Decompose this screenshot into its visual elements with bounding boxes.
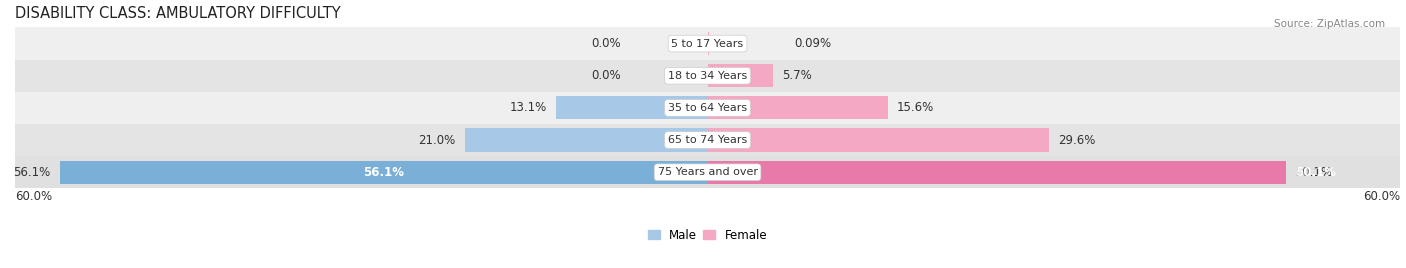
Text: 50.1%: 50.1% <box>1295 166 1333 179</box>
Bar <box>14 92 1400 124</box>
Text: DISABILITY CLASS: AMBULATORY DIFFICULTY: DISABILITY CLASS: AMBULATORY DIFFICULTY <box>14 6 340 21</box>
Text: 0.0%: 0.0% <box>592 37 621 50</box>
Text: 75 Years and over: 75 Years and over <box>658 167 758 177</box>
Text: 21.0%: 21.0% <box>419 133 456 147</box>
Bar <box>707 64 773 87</box>
Text: 5 to 17 Years: 5 to 17 Years <box>672 39 744 49</box>
Text: Source: ZipAtlas.com: Source: ZipAtlas.com <box>1274 19 1385 29</box>
Text: 0.09%: 0.09% <box>794 37 831 50</box>
Bar <box>465 128 707 152</box>
Text: 5.7%: 5.7% <box>783 69 813 82</box>
Text: 35 to 64 Years: 35 to 64 Years <box>668 103 747 113</box>
Bar <box>59 161 707 184</box>
Text: 29.6%: 29.6% <box>1059 133 1097 147</box>
Text: 56.1%: 56.1% <box>363 166 404 179</box>
Legend: Male, Female: Male, Female <box>644 224 772 246</box>
Text: 0.0%: 0.0% <box>592 69 621 82</box>
Text: 56.1%: 56.1% <box>13 166 51 179</box>
Bar <box>707 161 1286 184</box>
Bar <box>707 96 887 120</box>
Bar <box>14 60 1400 92</box>
Text: 65 to 74 Years: 65 to 74 Years <box>668 135 747 145</box>
Text: 50.1%: 50.1% <box>1295 166 1336 179</box>
Bar <box>14 124 1400 156</box>
Bar <box>557 96 707 120</box>
Text: 15.6%: 15.6% <box>897 101 934 114</box>
Text: 60.0%: 60.0% <box>1364 190 1400 203</box>
Text: 18 to 34 Years: 18 to 34 Years <box>668 71 747 81</box>
Bar <box>14 28 1400 60</box>
Bar <box>707 128 1049 152</box>
Text: 13.1%: 13.1% <box>510 101 547 114</box>
Text: 60.0%: 60.0% <box>14 190 52 203</box>
Bar <box>14 156 1400 188</box>
